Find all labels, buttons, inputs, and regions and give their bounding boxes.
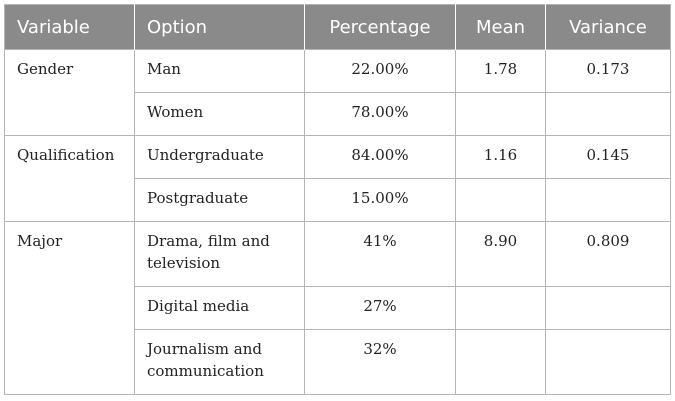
- variable-cell: Gender: [4, 49, 135, 136]
- option-cell: Man: [134, 49, 305, 93]
- table-header: Variable Option Percentage Mean Variance: [4, 4, 671, 50]
- table-row: Digital media 27%: [5, 286, 671, 330]
- mean-cell: 1.16: [455, 135, 546, 179]
- percentage-cell: 32%: [304, 329, 456, 395]
- option-cell: Journalism and communication: [134, 329, 305, 395]
- option-cell: Drama, film and television: [134, 221, 305, 287]
- mean-cell: 8.90: [455, 221, 546, 287]
- header-option: Option: [134, 4, 305, 50]
- variance-cell: [545, 329, 671, 395]
- demographics-table: Variable Option Percentage Mean Variance…: [4, 4, 671, 395]
- variance-cell: 0.145: [545, 135, 671, 179]
- variance-cell: 0.809: [545, 221, 671, 287]
- mean-cell: [455, 92, 546, 136]
- percentage-cell: 22.00%: [304, 49, 456, 93]
- variance-cell: 0.173: [545, 49, 671, 93]
- percentage-cell: 41%: [304, 221, 456, 287]
- option-cell: Digital media: [134, 286, 305, 330]
- mean-cell: [455, 178, 546, 222]
- option-cell: Undergraduate: [134, 135, 305, 179]
- variance-cell: [545, 92, 671, 136]
- table-row: Gender Man 22.00% 1.78 0.173: [4, 49, 671, 136]
- header-variance: Variance: [545, 4, 671, 50]
- option-cell: Women: [134, 92, 305, 136]
- header-mean: Mean: [455, 4, 546, 50]
- table-row: Qualification Undergraduate 84.00% 1.16 …: [4, 135, 671, 222]
- header-percentage: Percentage: [304, 4, 456, 50]
- percentage-cell: 78.00%: [304, 92, 456, 136]
- header-row: Variable Option Percentage Mean Variance: [4, 4, 671, 50]
- option-cell: Postgraduate: [134, 178, 305, 222]
- percentage-cell: 84.00%: [304, 135, 456, 179]
- mean-cell: [455, 329, 546, 395]
- mean-cell: 1.78: [455, 49, 546, 93]
- table-row: Major Drama, film and television 41% 8.9…: [4, 221, 671, 395]
- variable-cell: Major: [4, 221, 135, 395]
- table-row: Women 78.00%: [5, 92, 671, 136]
- percentage-cell: 15.00%: [304, 178, 456, 222]
- variance-cell: [545, 286, 671, 330]
- table-body: Gender Man 22.00% 1.78 0.173 Women 78.00…: [4, 49, 671, 395]
- variable-cell: Qualification: [4, 135, 135, 222]
- header-variable: Variable: [4, 4, 135, 50]
- mean-cell: [455, 286, 546, 330]
- table-row: Journalism and communication 32%: [5, 329, 671, 395]
- percentage-cell: 27%: [304, 286, 456, 330]
- variance-cell: [545, 178, 671, 222]
